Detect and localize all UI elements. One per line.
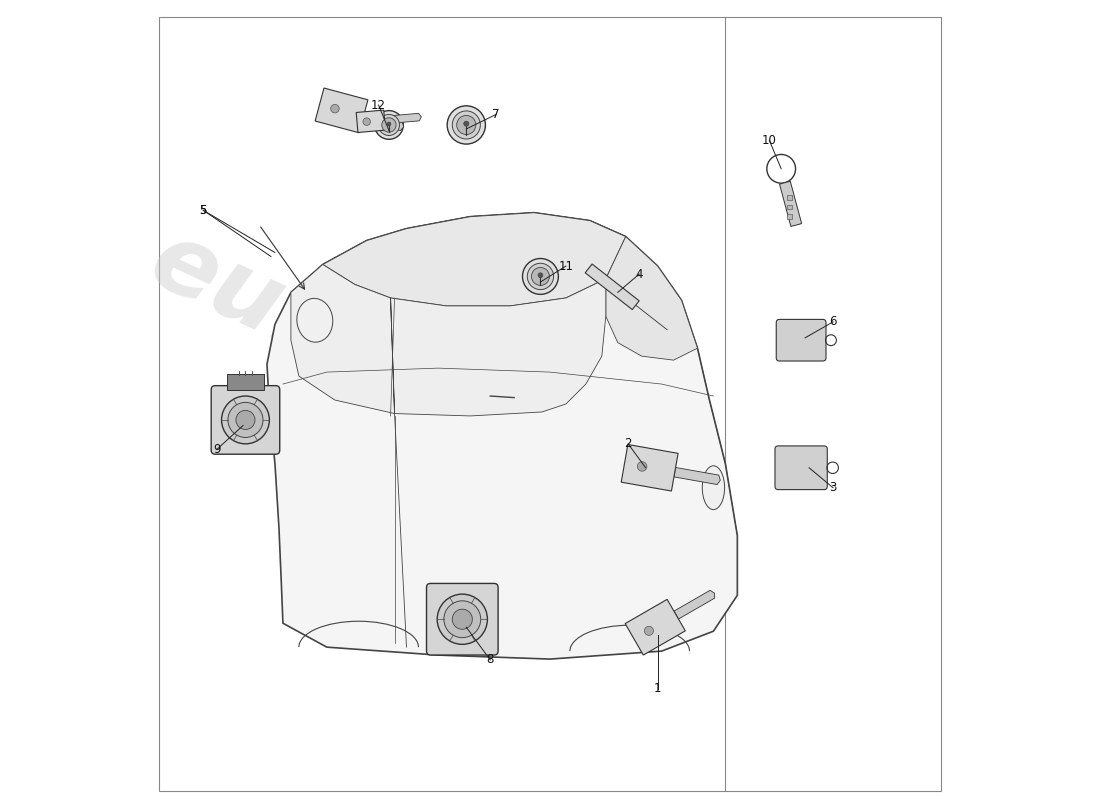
Ellipse shape	[297, 298, 333, 342]
Circle shape	[235, 410, 255, 430]
Circle shape	[637, 462, 647, 471]
Circle shape	[378, 114, 399, 135]
Polygon shape	[315, 88, 367, 133]
Circle shape	[522, 258, 559, 294]
Circle shape	[527, 263, 553, 290]
Circle shape	[363, 118, 371, 126]
Polygon shape	[780, 182, 802, 226]
Circle shape	[387, 122, 390, 126]
Circle shape	[645, 626, 653, 635]
Circle shape	[228, 402, 263, 438]
Polygon shape	[621, 445, 678, 491]
Text: 9: 9	[213, 443, 220, 456]
Polygon shape	[786, 195, 792, 200]
FancyBboxPatch shape	[776, 446, 827, 490]
Text: 8: 8	[486, 654, 494, 666]
Polygon shape	[585, 264, 639, 310]
Circle shape	[444, 601, 481, 638]
Polygon shape	[674, 590, 715, 619]
Text: euroSparts: euroSparts	[135, 214, 726, 554]
FancyBboxPatch shape	[427, 583, 498, 655]
Text: 1: 1	[653, 682, 661, 695]
Text: 3: 3	[829, 481, 837, 494]
Ellipse shape	[702, 466, 725, 510]
Text: 5: 5	[199, 204, 207, 217]
Circle shape	[452, 111, 481, 139]
Text: 5: 5	[199, 204, 207, 217]
Circle shape	[437, 594, 487, 644]
Circle shape	[331, 104, 339, 113]
Polygon shape	[356, 110, 385, 133]
Polygon shape	[362, 112, 404, 130]
Polygon shape	[322, 213, 626, 306]
Text: 10: 10	[762, 134, 777, 146]
Polygon shape	[322, 213, 626, 306]
Circle shape	[452, 609, 472, 630]
Text: 11: 11	[559, 259, 573, 273]
Polygon shape	[786, 205, 792, 210]
Text: 4: 4	[636, 267, 644, 281]
FancyBboxPatch shape	[777, 319, 826, 361]
Circle shape	[382, 118, 396, 132]
Circle shape	[448, 106, 485, 144]
FancyBboxPatch shape	[227, 374, 264, 390]
Polygon shape	[674, 467, 720, 485]
Circle shape	[456, 115, 476, 134]
Circle shape	[375, 110, 404, 139]
Circle shape	[221, 396, 270, 444]
Circle shape	[464, 121, 469, 126]
Polygon shape	[267, 213, 737, 659]
FancyBboxPatch shape	[211, 386, 279, 454]
Text: 12: 12	[371, 98, 386, 111]
Circle shape	[531, 267, 549, 286]
Polygon shape	[290, 265, 606, 416]
Text: 6: 6	[829, 315, 837, 328]
Text: 7: 7	[492, 108, 499, 121]
Polygon shape	[625, 599, 685, 655]
Polygon shape	[786, 214, 792, 219]
Polygon shape	[606, 237, 697, 360]
Circle shape	[538, 273, 542, 278]
Polygon shape	[384, 114, 421, 124]
Text: a passion for parts since 1985: a passion for parts since 1985	[299, 456, 515, 567]
Text: 2: 2	[625, 438, 631, 450]
